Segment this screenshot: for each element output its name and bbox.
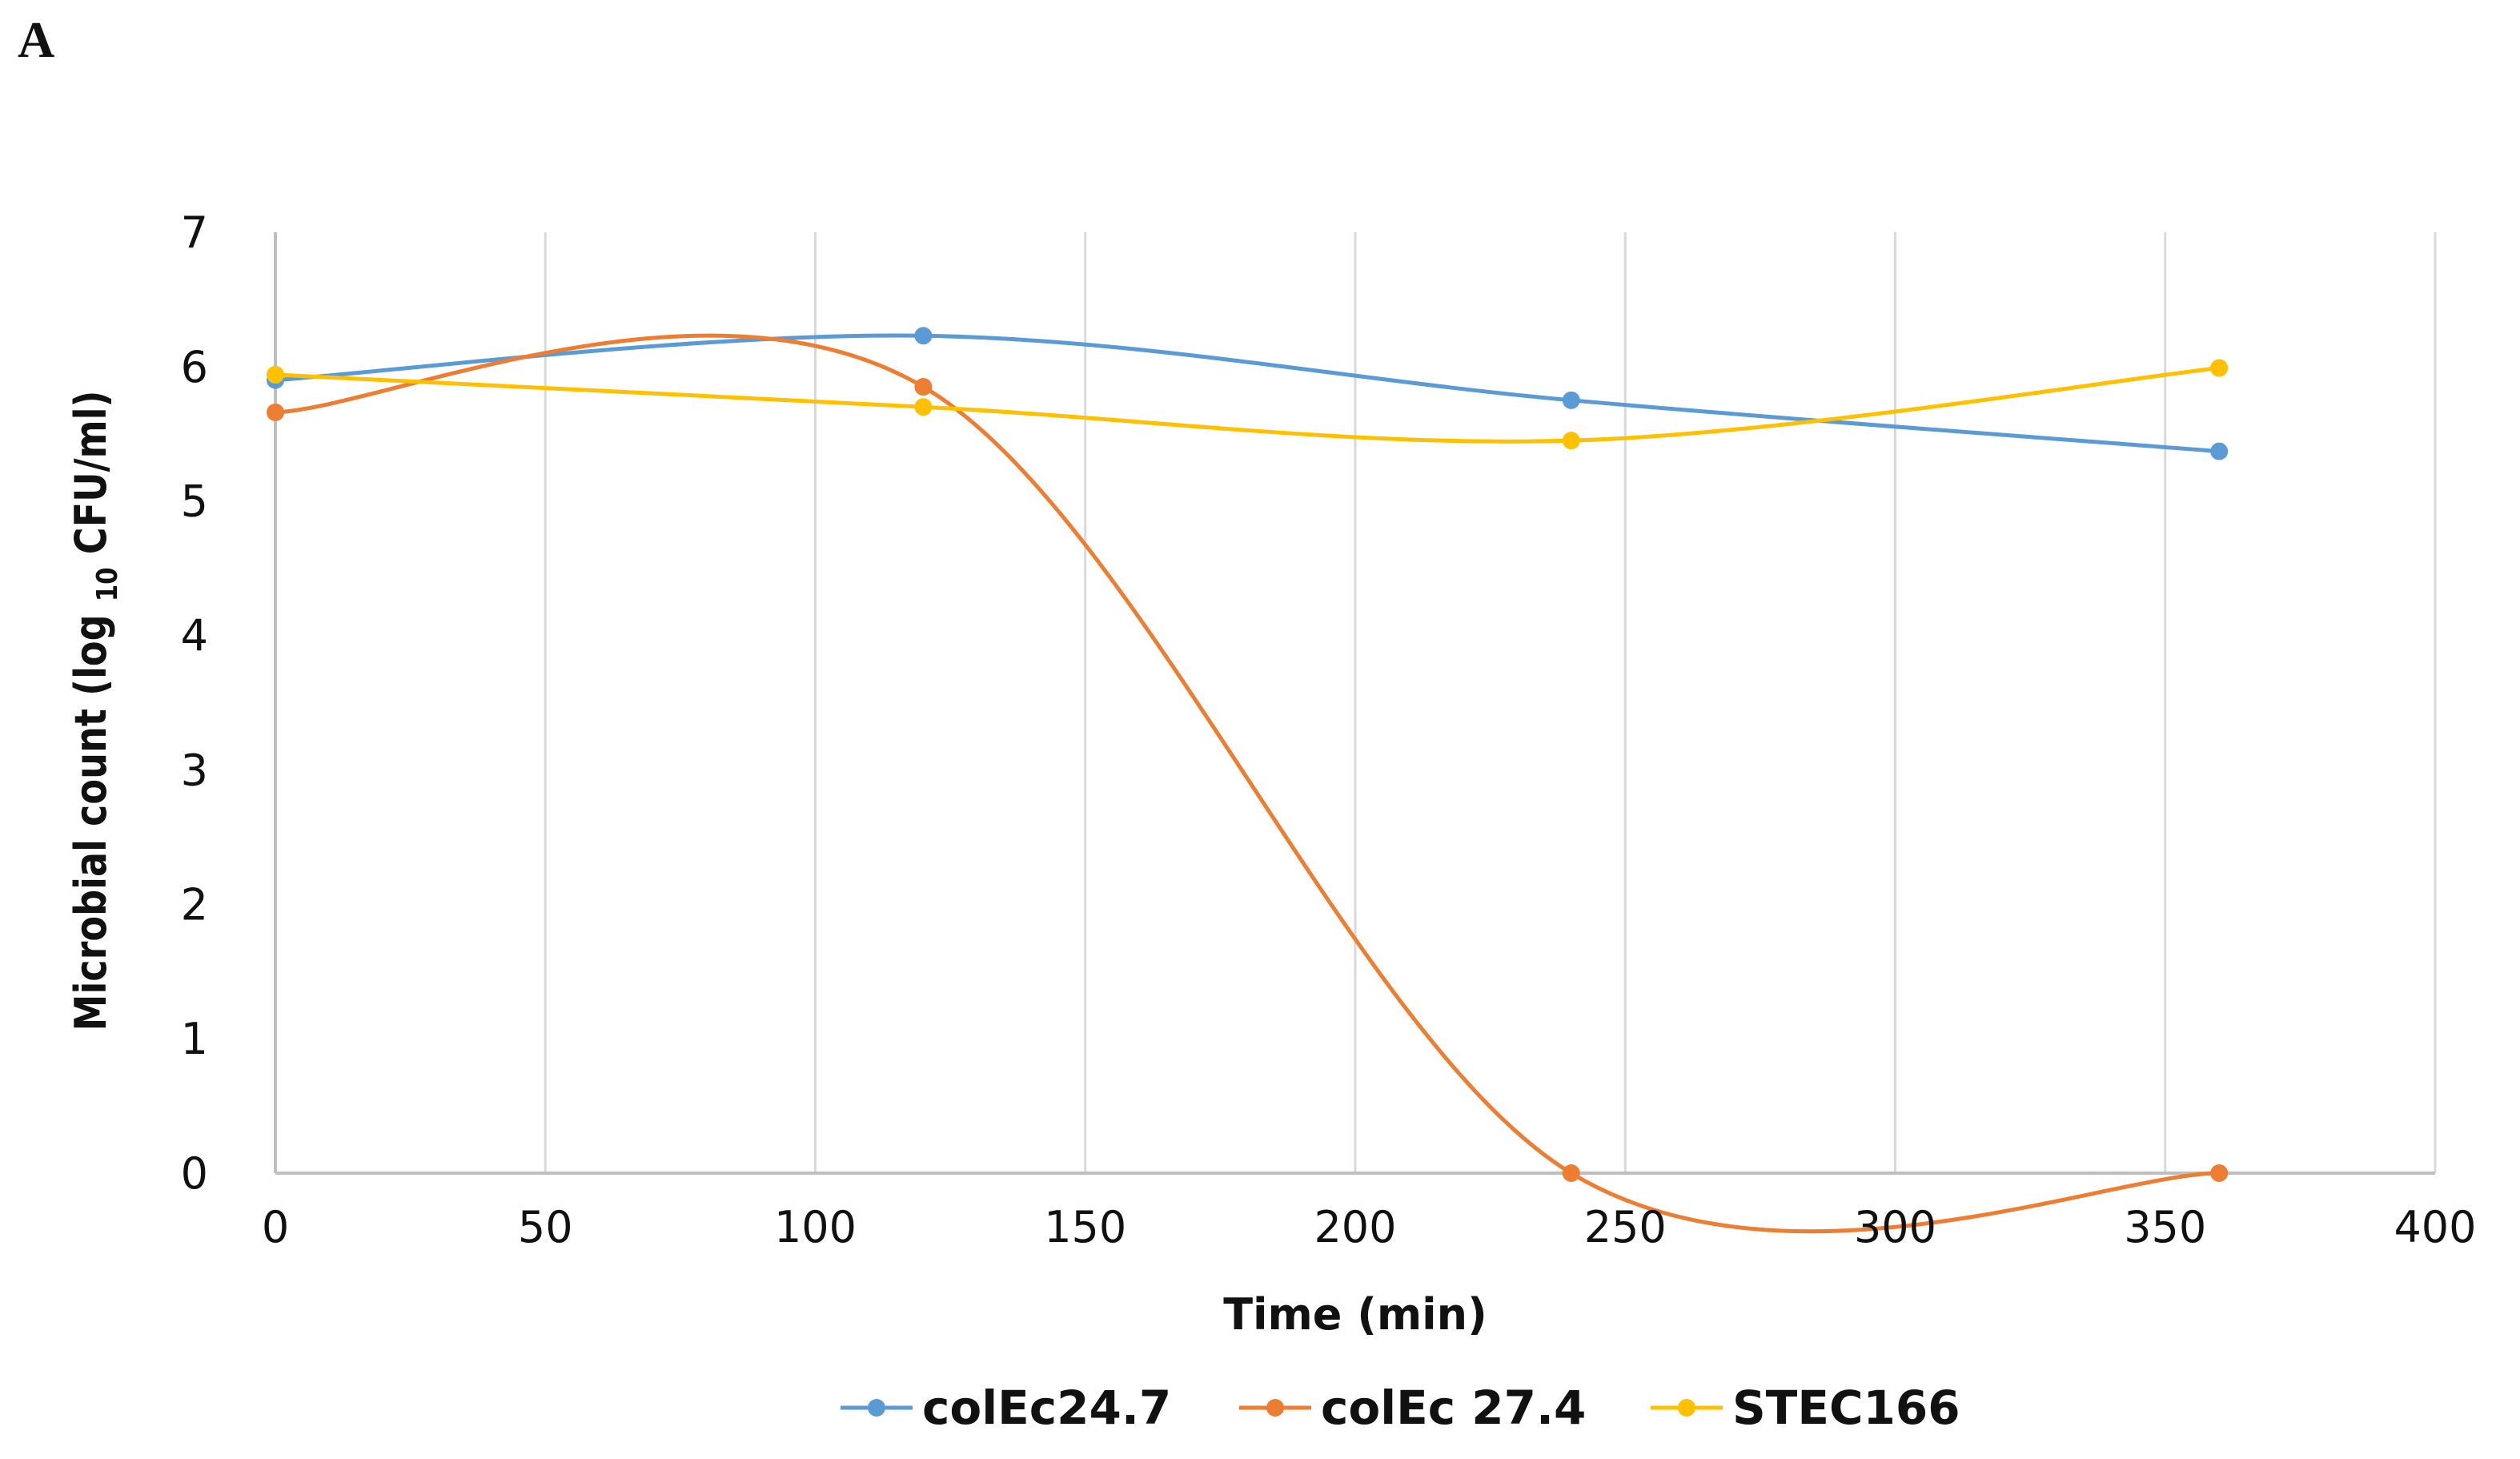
series-line-0 bbox=[273, 333, 2221, 454]
y-axis-title: Microbial count (log 10 CFU/ml) bbox=[66, 391, 127, 1031]
x-tick-label: 350 bbox=[2124, 1202, 2206, 1252]
series-line-2 bbox=[273, 366, 2221, 444]
data-point bbox=[1562, 1164, 1580, 1182]
y-axis-title-tail: CFU/ml) bbox=[66, 391, 116, 555]
y-tick-label: 0 bbox=[181, 1148, 208, 1199]
y-tick-label: 3 bbox=[181, 745, 208, 795]
data-point bbox=[2210, 359, 2229, 377]
y-axis-title-subscript: 10 bbox=[91, 567, 124, 601]
x-tick-label: 400 bbox=[2394, 1202, 2476, 1252]
y-tick-label: 7 bbox=[181, 207, 208, 258]
data-point bbox=[267, 403, 284, 421]
data-point bbox=[914, 378, 933, 396]
data-point bbox=[2210, 1164, 2229, 1182]
gridlines bbox=[544, 232, 2437, 1173]
x-tick-label: 300 bbox=[1854, 1202, 1936, 1252]
data-point bbox=[914, 398, 933, 416]
y-tick-label: 2 bbox=[181, 879, 208, 930]
data-point bbox=[2210, 442, 2229, 460]
y-axis-title-main: Microbial count (log bbox=[66, 614, 116, 1031]
legend-marker bbox=[1678, 1399, 1695, 1417]
legend-label: STEC166 bbox=[1732, 1381, 1960, 1435]
legend-label: colEc 27.4 bbox=[1321, 1381, 1586, 1435]
legend-marker bbox=[868, 1399, 885, 1417]
axes bbox=[274, 232, 2435, 1175]
legend-label: colEc24.7 bbox=[922, 1381, 1171, 1435]
y-tick-label: 6 bbox=[181, 342, 208, 392]
data-point bbox=[1562, 391, 1580, 409]
x-tick-label: 200 bbox=[1314, 1202, 1396, 1252]
legend-marker bbox=[1266, 1399, 1284, 1417]
data-point bbox=[267, 365, 284, 384]
x-tick-label: 0 bbox=[262, 1202, 289, 1252]
x-tick-label: 150 bbox=[1044, 1202, 1126, 1252]
data-point bbox=[1562, 432, 1580, 450]
x-tick-label: 50 bbox=[518, 1202, 573, 1252]
y-tick-label: 4 bbox=[181, 611, 208, 661]
series-line-1 bbox=[273, 333, 2221, 1234]
tick-labels: 0 50 100 150 200 250 300 350 400 0 1 2 3 4 5 6 7 bbox=[181, 207, 2477, 1252]
x-tick-label: 100 bbox=[774, 1202, 857, 1252]
x-axis-title: Time (min) bbox=[1223, 1289, 1487, 1340]
y-tick-label: 1 bbox=[181, 1014, 208, 1064]
data-point bbox=[914, 327, 933, 345]
y-tick-label: 5 bbox=[181, 476, 208, 527]
x-tick-label: 250 bbox=[1584, 1202, 1667, 1252]
series-lines bbox=[267, 327, 2229, 1234]
panel-label: A bbox=[18, 11, 55, 68]
legend: colEc24.7 colEc 27.4 STEC166 bbox=[841, 1381, 1960, 1435]
